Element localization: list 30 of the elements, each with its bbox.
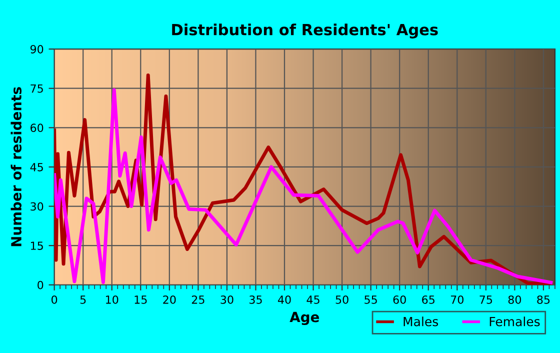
x-tick-label: 0 bbox=[52, 295, 58, 304]
x-tick-label: 70 bbox=[450, 295, 464, 304]
y-tick-label: 60 bbox=[30, 124, 44, 132]
x-tick-label: 55 bbox=[364, 296, 377, 304]
y-tick-label: 30 bbox=[30, 202, 44, 211]
x-tick-label: 5 bbox=[80, 296, 86, 304]
x-tick-label: 35 bbox=[250, 295, 262, 304]
legend-label: Females bbox=[490, 316, 540, 326]
x-tick-label: 15 bbox=[134, 296, 147, 304]
x-tick-label: 30 bbox=[220, 295, 234, 304]
y-axis-title: Number of residents bbox=[10, 87, 22, 246]
x-tick-label: 20 bbox=[163, 295, 176, 304]
x-axis-title: Age bbox=[290, 312, 320, 326]
x-tick-label: 75 bbox=[480, 296, 492, 304]
y-tick-label: 75 bbox=[30, 84, 43, 93]
x-tick-label: 65 bbox=[422, 295, 434, 304]
x-tick-label: 85 bbox=[537, 295, 550, 304]
y-tick-label: 15 bbox=[30, 242, 43, 250]
x-tick-label: 45 bbox=[306, 296, 320, 304]
x-tick-label: 25 bbox=[192, 295, 204, 304]
x-tick-label: 10 bbox=[106, 295, 118, 304]
chart-title: Distribution of Residents' Ages bbox=[172, 24, 438, 38]
y-tick-label: 0 bbox=[38, 280, 44, 290]
y-tick-label: 45 bbox=[30, 163, 43, 172]
legend-label: Males bbox=[404, 316, 438, 326]
x-tick-label: 60 bbox=[393, 295, 406, 304]
x-tick-label: 40 bbox=[278, 295, 291, 304]
x-tick-label: 80 bbox=[508, 295, 522, 304]
y-tick-label: 90 bbox=[30, 45, 44, 54]
x-tick-label: 50 bbox=[336, 295, 348, 304]
